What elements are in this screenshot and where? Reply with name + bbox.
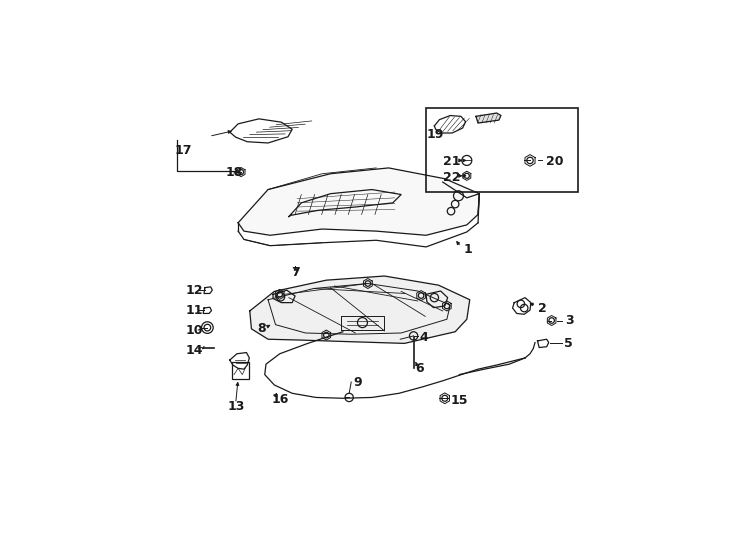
Text: 15: 15 [451,394,468,407]
Text: 9: 9 [353,376,362,389]
Text: 6: 6 [415,362,424,375]
Polygon shape [476,113,501,123]
Text: 20: 20 [546,155,563,168]
Text: 16: 16 [272,393,288,406]
Polygon shape [250,276,470,343]
Text: 10: 10 [186,325,203,338]
Text: 17: 17 [174,144,192,157]
Polygon shape [238,168,479,235]
Text: 11: 11 [186,305,203,318]
Text: 4: 4 [420,330,429,343]
Text: 13: 13 [228,400,244,413]
Text: 2: 2 [538,301,547,314]
Bar [232,362,249,379]
Text: 7: 7 [291,266,299,279]
Text: 1: 1 [463,244,472,256]
Text: 22: 22 [443,171,460,184]
Text: 3: 3 [565,314,574,327]
Text: 21: 21 [443,155,460,168]
Text: 19: 19 [426,128,443,141]
Text: 18: 18 [225,166,243,179]
Text: 14: 14 [186,345,203,357]
Text: 5: 5 [564,337,573,350]
Text: 8: 8 [258,322,266,335]
Text: 12: 12 [186,284,203,296]
Bar [426,109,578,192]
